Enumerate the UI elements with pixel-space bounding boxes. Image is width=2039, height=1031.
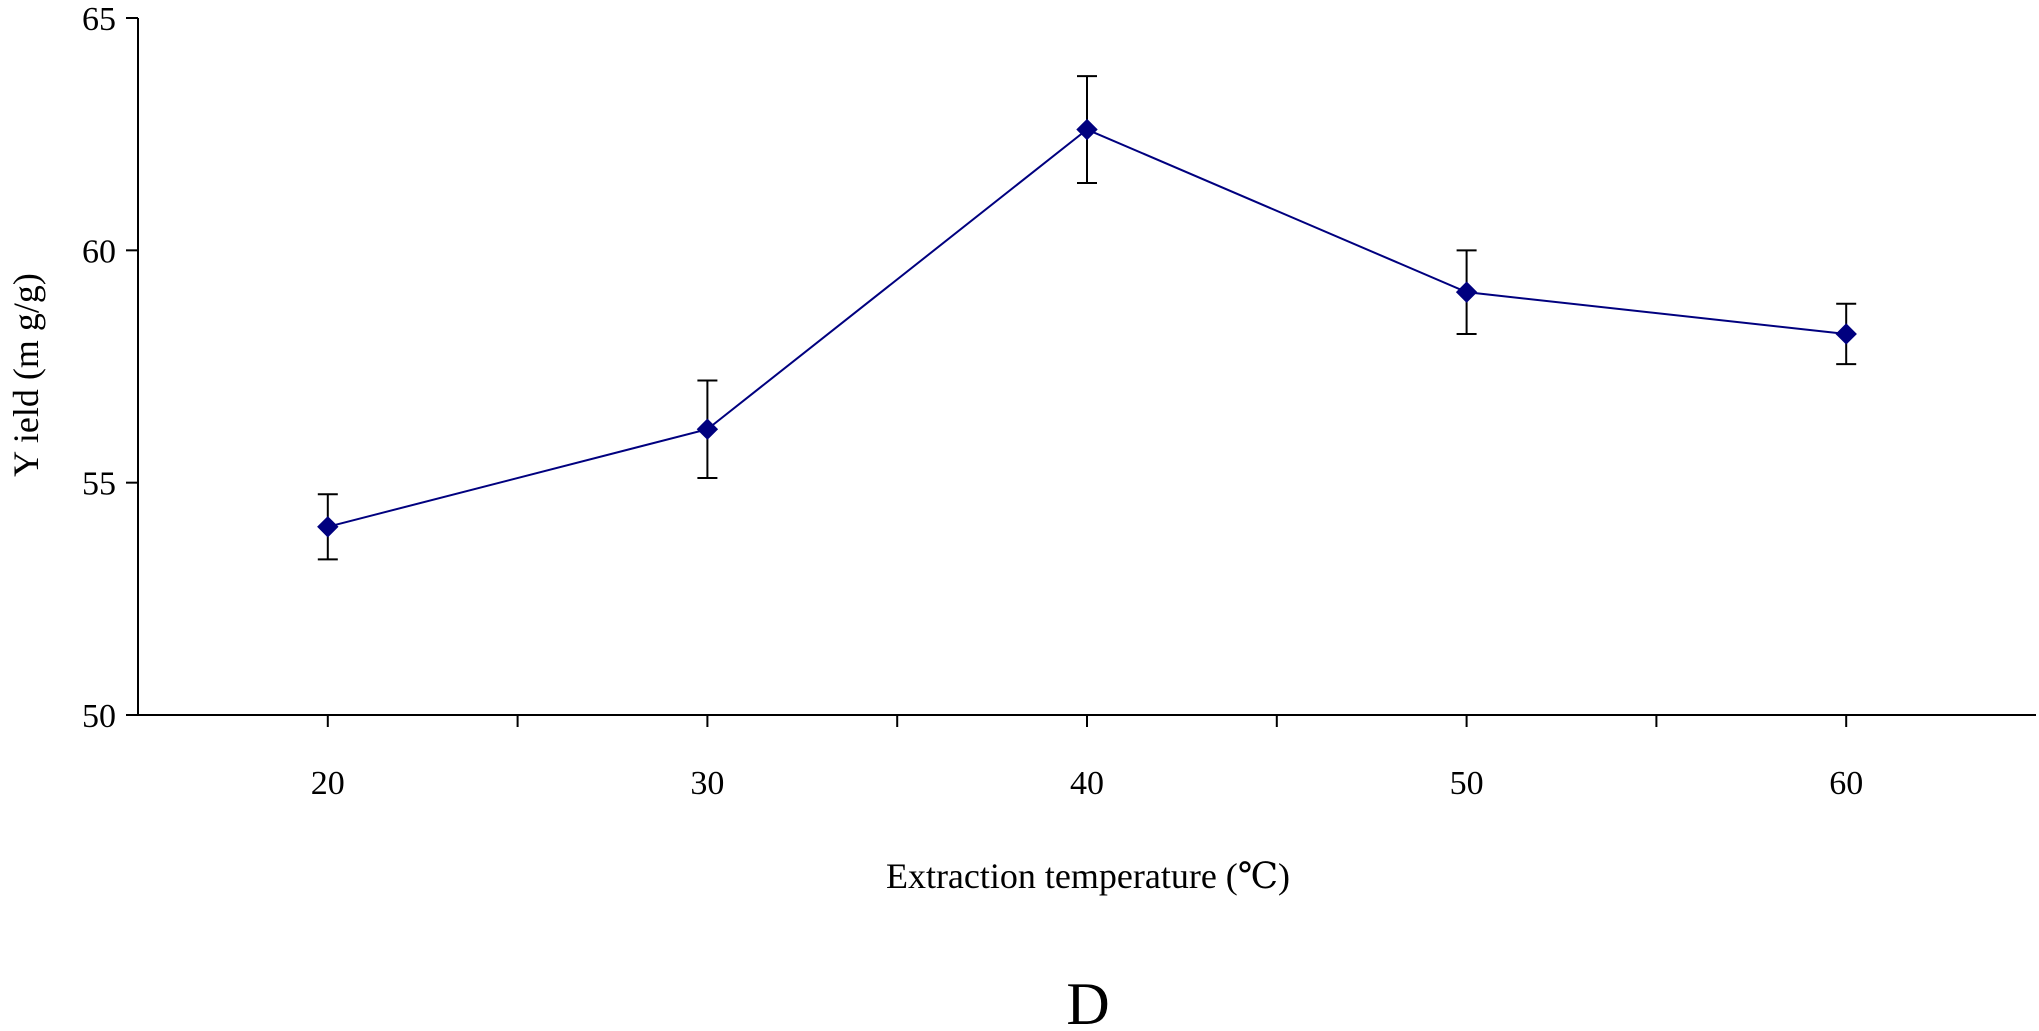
y-ticks: 50 55 60 65 bbox=[82, 1, 138, 735]
series-line bbox=[327, 128, 1847, 528]
y-tick-label: 65 bbox=[82, 1, 116, 38]
y-axis-title: Y ield (m g/g) bbox=[6, 273, 46, 477]
x-tick-label: 30 bbox=[690, 765, 724, 802]
x-tick-label: 50 bbox=[1450, 765, 1484, 802]
x-ticks: 20 30 40 50 60 bbox=[311, 715, 1863, 802]
x-axis-title: Extraction temperature (℃) bbox=[886, 856, 1290, 896]
series-layer bbox=[317, 75, 1857, 561]
y-tick-label: 55 bbox=[82, 466, 116, 503]
data-point bbox=[317, 516, 339, 538]
y-tick-label: 60 bbox=[82, 233, 116, 270]
data-point bbox=[1835, 323, 1857, 345]
axes: 50 55 60 65 20 30 40 50 60 bbox=[82, 1, 2036, 802]
data-point bbox=[1455, 281, 1478, 303]
data-point bbox=[1076, 118, 1098, 141]
y-tick-label: 50 bbox=[82, 698, 116, 735]
x-tick-label: 20 bbox=[311, 765, 345, 802]
series bbox=[317, 75, 1857, 561]
x-tick-label: 40 bbox=[1070, 765, 1104, 802]
x-tick-label: 60 bbox=[1829, 765, 1863, 802]
data-point bbox=[696, 418, 719, 440]
panel-label: D bbox=[1066, 971, 1109, 1031]
